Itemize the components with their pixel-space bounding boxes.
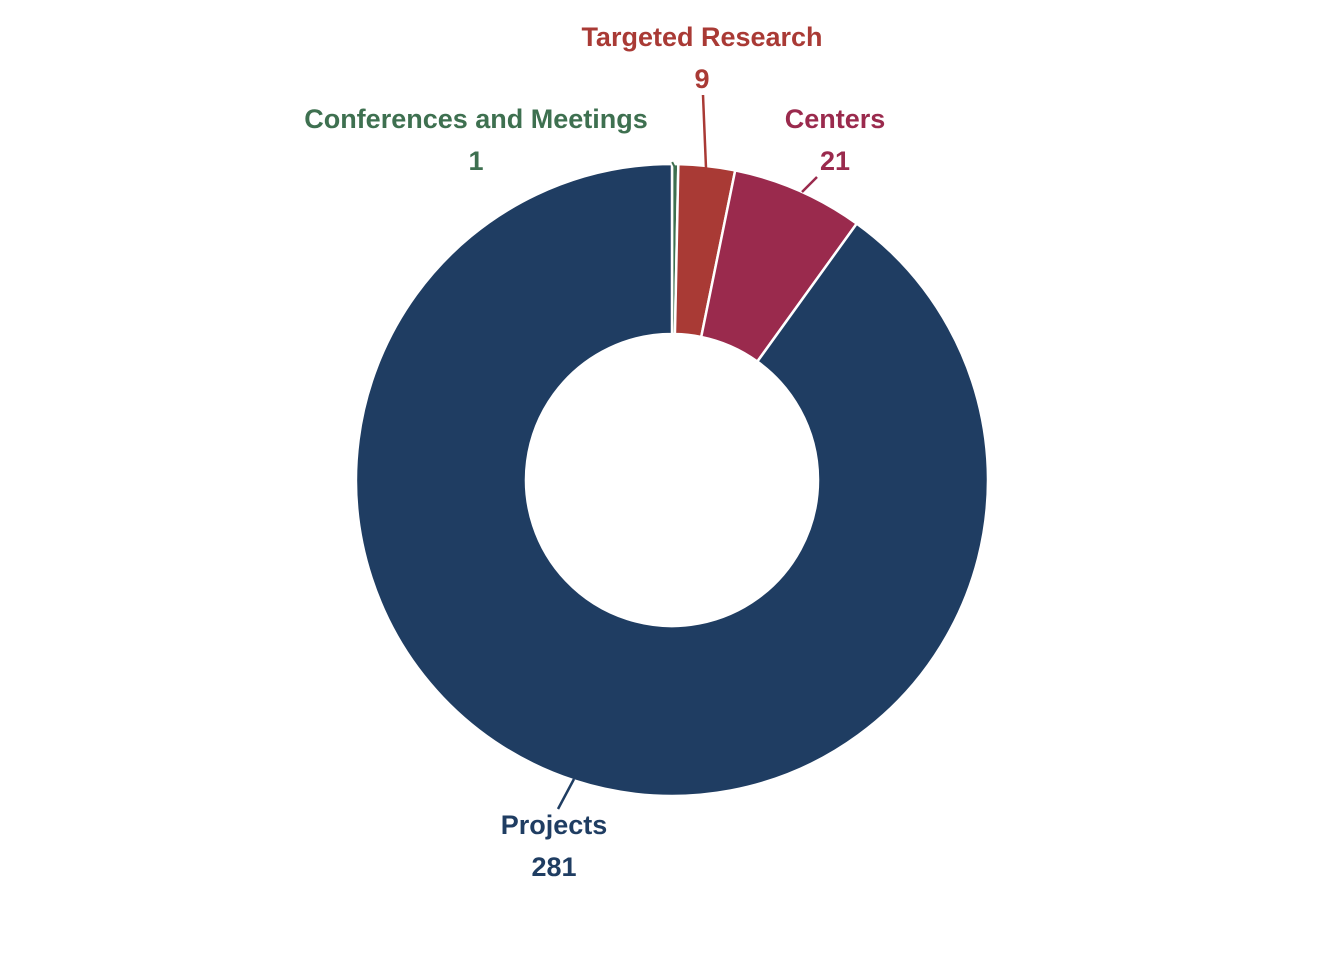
- labels-layer: Conferences and Meetings 1 Targeted Resear…: [304, 22, 885, 882]
- leader-line-projects: [556, 778, 576, 810]
- slice-label-projects: Projects: [501, 810, 608, 840]
- leader-line-targeted-research: [701, 94, 708, 169]
- leader-tick-conferences-and-meetings: [671, 161, 677, 169]
- leader-lines-layer: [556, 94, 818, 810]
- slice-value-conferences-and-meetings: 1: [468, 146, 483, 176]
- slice-projects: [354, 162, 990, 798]
- slice-value-projects: 281: [531, 852, 576, 882]
- slice-label-centers: Centers: [785, 104, 886, 134]
- slices-layer: [354, 162, 990, 798]
- slice-value-targeted-research: 9: [694, 64, 709, 94]
- slice-label-targeted-research: Targeted Research: [581, 22, 822, 52]
- slice-value-centers: 21: [820, 146, 850, 176]
- slice-label-conferences-and-meetings: Conferences and Meetings: [304, 104, 648, 134]
- leader-line-centers: [801, 176, 818, 193]
